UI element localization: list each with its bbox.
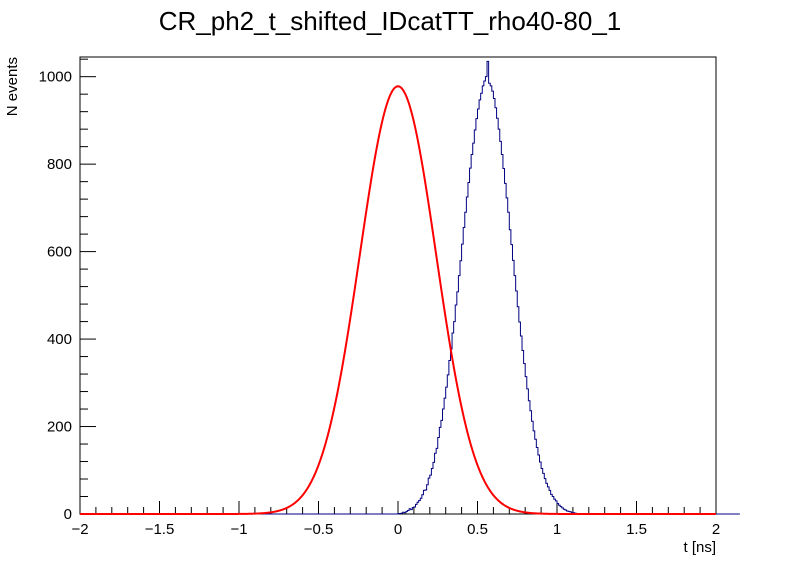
x-tick-label: 0	[394, 521, 402, 538]
x-tick-label: 2	[712, 521, 720, 538]
histogram-series	[80, 60, 740, 515]
plot-frame	[79, 56, 717, 515]
chart-title: CR_ph2_t_shifted_IDcatTT_rho40-80_1	[159, 6, 622, 36]
y-axis-label: N events	[4, 57, 21, 116]
y-tick-label: 1000	[39, 69, 72, 86]
y-axis: 0 200 400 600 800 1000	[39, 58, 96, 523]
x-tick-label: −0.5	[304, 521, 334, 538]
x-tick-label: −2	[71, 521, 88, 538]
y-tick-label: 0	[64, 506, 72, 523]
gaussian-fit-curve	[80, 85, 716, 515]
y-tick-label: 600	[47, 244, 72, 261]
y-tick-label: 400	[47, 331, 72, 348]
x-tick-label: 1.5	[626, 521, 647, 538]
x-tick-label: 1	[553, 521, 561, 538]
x-tick-label: −1.5	[145, 521, 175, 538]
y-tick-label: 200	[47, 419, 72, 436]
x-tick-label: 0.5	[467, 521, 488, 538]
x-tick-label: −1	[230, 521, 247, 538]
x-axis-label: t [ns]	[683, 539, 716, 556]
x-axis: −2 −1.5 −1 −0.5 0 0.5 1 1.5 2	[71, 501, 720, 538]
y-tick-label: 800	[47, 156, 72, 173]
